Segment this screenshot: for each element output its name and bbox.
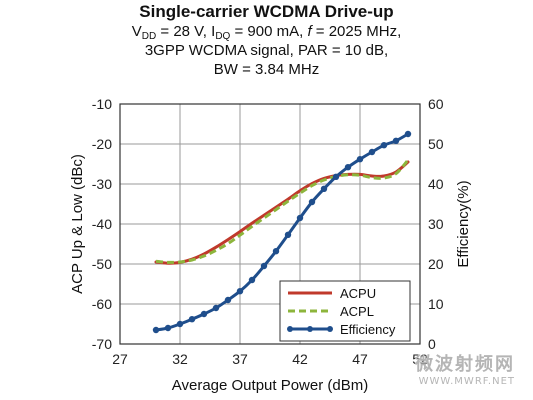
x-tick-label: 52: [412, 351, 428, 367]
efficiency-point: [236, 288, 244, 295]
watermark: 微波射频网 WWW.MWRF.NET: [415, 350, 515, 387]
efficiency-point: [164, 324, 172, 332]
legend-marker: [307, 326, 313, 332]
y-left-tick-label: -50: [92, 256, 112, 272]
y-left-tick-label: -20: [92, 136, 112, 152]
efficiency-point: [308, 198, 316, 206]
efficiency-point: [224, 296, 232, 304]
chart-subtitle-line-3: BW = 3.84 MHz: [213, 61, 320, 78]
efficiency-point: [392, 137, 400, 144]
x-tick-label: 32: [172, 351, 188, 367]
efficiency-point: [272, 248, 280, 255]
legend-marker: [327, 326, 333, 332]
efficiency-point: [368, 148, 376, 156]
x-tick-label: 47: [352, 351, 368, 367]
legend-label-acpl: ACPL: [340, 304, 374, 319]
y-left-tick-label: -40: [92, 216, 112, 232]
efficiency-point: [344, 164, 352, 171]
legend: ACPU ACPL Efficiency: [279, 280, 411, 342]
y-right-tick-label: 0: [428, 336, 436, 352]
efficiency-point: [248, 276, 256, 284]
efficiency-point: [356, 156, 364, 163]
chart-subtitle-line-2: 3GPP WCDMA signal, PAR = 10 dB,: [144, 42, 389, 59]
efficiency-point: [212, 304, 220, 312]
watermark-url: WWW.MWRF.NET: [418, 376, 515, 387]
legend-label-acpu: ACPU: [340, 286, 376, 301]
efficiency-point: [176, 320, 184, 328]
efficiency-point: [404, 130, 412, 138]
x-tick-label: 27: [112, 351, 128, 367]
y-right-tick-label: 20: [428, 256, 444, 272]
x-axis-title: Average Output Power (dBm): [172, 377, 368, 394]
y-right-tick-label: 10: [428, 296, 444, 312]
y-left-tick-label: -10: [92, 96, 112, 112]
series-line-acpl: [155, 159, 410, 264]
y-left-tick-label: -30: [92, 176, 112, 192]
efficiency-point: [296, 214, 304, 222]
efficiency-point: [188, 316, 196, 323]
chart-title: Single-carrier WCDMA Drive-up: [139, 2, 394, 21]
x-tick-label: 37: [232, 351, 248, 367]
y-right-axis-title: Efficiency(%): [455, 180, 472, 267]
legend-label-efficiency: Efficiency: [340, 322, 396, 337]
y-right-tick-label: 50: [428, 136, 444, 152]
y-left-tick-label: -60: [92, 296, 112, 312]
series-line-acpu: [154, 160, 410, 265]
tick-labels: 27 32 37 42 47 52 -10 -20 -30 -40 -50 -60 -70 60 50 40 3…: [92, 96, 444, 367]
y-left-tick-label: -70: [92, 336, 112, 352]
series-layer: [152, 130, 412, 334]
y-right-tick-label: 40: [428, 176, 444, 192]
series-line-efficiency: [154, 132, 410, 332]
efficiency-point: [332, 173, 340, 180]
efficiency-point: [284, 231, 292, 238]
y-right-tick-label: 30: [428, 216, 444, 232]
efficiency-point: [200, 310, 208, 318]
efficiency-point: [320, 185, 328, 192]
watermark-cn: 微波射频网: [415, 354, 515, 375]
efficiency-point: [152, 326, 160, 334]
plot-frame: [119, 103, 421, 345]
y-right-tick-label: 60: [428, 96, 444, 112]
efficiency-point: [380, 142, 388, 149]
legend-marker: [287, 326, 293, 332]
y-left-axis-title: ACP Up & Low (dBc): [69, 154, 86, 294]
chart-subtitle-line-1: VDD = 28 V, IDQ = 900 mA, f = 2025 MHz,: [131, 23, 402, 42]
x-tick-label: 42: [292, 351, 308, 367]
efficiency-point: [260, 262, 268, 270]
